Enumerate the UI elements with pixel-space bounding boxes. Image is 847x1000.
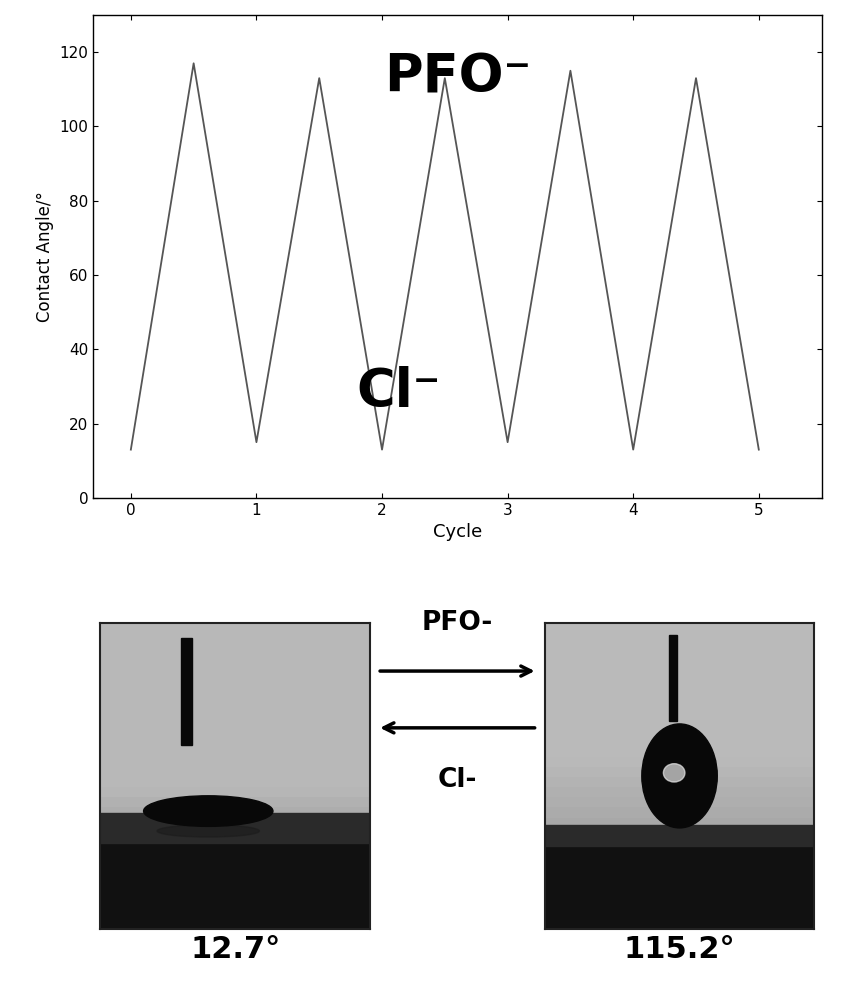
Text: PFO⁻: PFO⁻ — [384, 52, 531, 104]
Text: 12.7°: 12.7° — [190, 935, 280, 964]
Text: Cl⁻: Cl⁻ — [357, 366, 441, 418]
X-axis label: Cycle: Cycle — [433, 523, 482, 541]
Text: 115.2°: 115.2° — [623, 935, 735, 964]
Text: Cl-: Cl- — [438, 767, 477, 793]
Text: PFO-: PFO- — [422, 610, 493, 636]
Y-axis label: Contact Angle/°: Contact Angle/° — [36, 191, 54, 322]
